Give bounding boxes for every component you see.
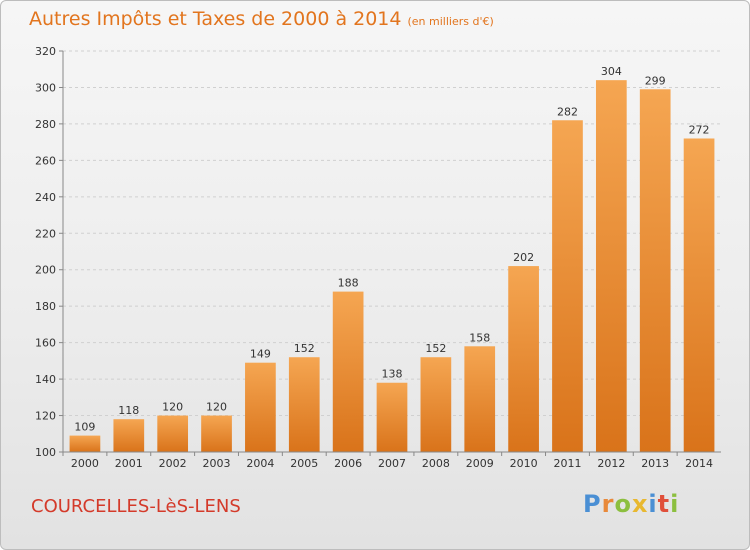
bar-2003 — [201, 415, 232, 452]
bar-2001 — [113, 419, 145, 452]
x-tick-label-2013: 2013 — [641, 457, 669, 470]
data-label-2001: 118 — [118, 404, 139, 417]
bar-2005 — [288, 357, 320, 452]
bar-2000 — [69, 435, 101, 452]
y-tick-label: 200 — [35, 264, 56, 277]
bar-2014 — [683, 138, 715, 452]
data-label-2006: 188 — [338, 277, 359, 290]
bar-2006 — [332, 291, 364, 452]
logo-letter: o — [614, 490, 632, 518]
logo-letter: r — [601, 490, 615, 518]
data-labels: 109 118 120 120 149 152 188 138 152 158 202 282 304 2… — [74, 65, 709, 433]
bar-2012 — [595, 80, 627, 452]
x-tick-label-2008: 2008 — [422, 457, 450, 470]
data-label-2005: 152 — [294, 342, 315, 355]
data-label-2008: 152 — [425, 342, 446, 355]
logo-letter: P — [583, 490, 602, 518]
x-tick-label-2005: 2005 — [290, 457, 318, 470]
axes: 100 120 140 160 180 200 220 240 260 280 300 320 2000… — [35, 45, 721, 470]
bar-2008 — [420, 357, 452, 452]
chart-title: Autres Impôts et Taxes de 2000 à 2014 (en… — [29, 8, 494, 30]
x-tick-label-2006: 2006 — [334, 457, 362, 470]
x-tick-label-2004: 2004 — [246, 457, 274, 470]
data-label-2007: 138 — [382, 368, 403, 381]
logo-letter: i — [648, 490, 658, 518]
x-tick-label-2011: 2011 — [553, 457, 581, 470]
bar-2009 — [464, 346, 496, 452]
y-tick-label: 300 — [35, 81, 56, 94]
y-tick-label: 140 — [35, 373, 56, 386]
data-label-2011: 282 — [557, 105, 578, 118]
logo-letter: x — [631, 490, 649, 518]
bar-2007 — [376, 382, 408, 452]
data-label-2003: 120 — [206, 401, 227, 414]
data-label-2010: 202 — [513, 251, 534, 264]
y-tick-label: 160 — [35, 337, 56, 350]
y-tick-label: 100 — [35, 446, 56, 459]
y-tick-label: 240 — [35, 191, 56, 204]
y-tick-label: 180 — [35, 300, 56, 313]
x-tick-label-2000: 2000 — [71, 457, 99, 470]
bar-2011 — [552, 120, 583, 452]
chart-unit: (en milliers d'€) — [407, 15, 494, 28]
x-tick-label-2014: 2014 — [685, 457, 713, 470]
data-label-2009: 158 — [469, 331, 490, 344]
logo-letter: i — [670, 490, 680, 518]
city-name: COURCELLES-LèS-LENS — [31, 496, 241, 517]
data-label-2012: 304 — [601, 65, 622, 78]
x-tick-label-2003: 2003 — [203, 457, 231, 470]
proxiti-logo: Proxiti — [583, 490, 679, 518]
data-label-2002: 120 — [162, 401, 183, 414]
y-tick-label: 120 — [35, 410, 56, 423]
data-label-2004: 149 — [250, 348, 271, 361]
y-tick-label: 260 — [35, 154, 56, 167]
y-tick-label: 320 — [35, 45, 56, 58]
x-tick-label-2001: 2001 — [115, 457, 143, 470]
y-tick-label: 280 — [35, 118, 56, 131]
chart-title-text: Autres Impôts et Taxes de 2000 à 2014 — [29, 8, 402, 30]
data-label-2000: 109 — [74, 421, 95, 434]
x-tick-label-2009: 2009 — [466, 457, 494, 470]
x-tick-label-2012: 2012 — [597, 457, 625, 470]
bars — [69, 80, 715, 452]
x-tick-label-2002: 2002 — [159, 457, 187, 470]
bar-2002 — [157, 415, 189, 452]
bar-2010 — [508, 266, 539, 452]
y-tick-label: 220 — [35, 227, 56, 240]
logo-letter: t — [657, 490, 671, 518]
bar-2004 — [245, 362, 276, 452]
x-tick-label-2007: 2007 — [378, 457, 406, 470]
bar-2013 — [639, 89, 671, 452]
data-label-2014: 272 — [689, 123, 710, 136]
x-tick-label-2010: 2010 — [510, 457, 538, 470]
data-label-2013: 299 — [645, 74, 666, 87]
